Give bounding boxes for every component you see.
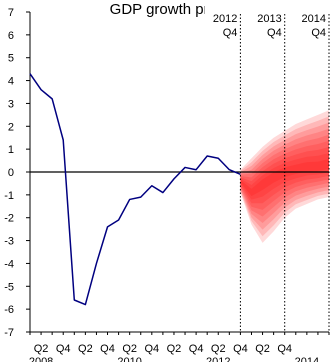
fan-band	[240, 110, 329, 243]
x-year-label: 2012	[206, 356, 230, 362]
x-tick-label: Q2	[122, 343, 137, 355]
x-tick-label: Q4	[144, 343, 159, 355]
x-year-label: 2008	[29, 356, 53, 362]
x-tick-label: Q4	[233, 343, 248, 355]
x-tick-label: Q2	[255, 343, 270, 355]
x-tick-label: Q2	[34, 343, 49, 355]
vertical-markers: 2012 Q4 2013 Q4 2014 Q4	[213, 13, 330, 332]
y-tick-label: 4	[8, 76, 14, 88]
y-tick-label: 6	[8, 30, 14, 42]
y-tick-label: -6	[4, 304, 14, 316]
y-tick-label: 0	[8, 167, 14, 179]
marker-label-year: 2012	[213, 13, 237, 25]
y-tick-label: -4	[4, 258, 14, 270]
x-tick-label: Q4	[189, 343, 204, 355]
x-tick-label: Q2	[211, 343, 226, 355]
y-tick-label: -2	[4, 213, 14, 225]
x-tick-label: Q4	[100, 343, 115, 355]
y-tick-label: -1	[4, 190, 14, 202]
x-tick-label: Q4	[56, 343, 71, 355]
series-line	[29, 73, 241, 306]
x-year-label: 2014	[295, 356, 319, 362]
y-tick-label: 3	[8, 98, 14, 110]
marker-label-quarter: Q4	[267, 27, 282, 39]
x-year-label: 2010	[117, 356, 141, 362]
marker-label-quarter: Q4	[223, 27, 238, 39]
fan-band	[240, 159, 329, 197]
y-tick-label: -3	[4, 236, 14, 248]
y-tick-label: 7	[8, 7, 14, 19]
title-mask	[205, 0, 335, 20]
marker-label-year: 2014	[302, 13, 326, 25]
x-tick-label: Q2	[78, 343, 93, 355]
marker-label-year: 2013	[257, 13, 281, 25]
x-tick-label: Q2	[167, 343, 182, 355]
y-tick-label: -5	[4, 281, 14, 293]
y-tick-label: 2	[8, 121, 14, 133]
y-tick-label: 1	[8, 144, 14, 156]
marker-label-quarter: Q4	[311, 27, 326, 39]
y-tick-label: 5	[8, 53, 14, 65]
y-ticks: -7 -6 -5 -4 -3 -2 -1 0 1 2 3 4 5 6 7	[4, 7, 30, 339]
x-tick-label: Q4	[277, 343, 292, 355]
y-tick-label: -7	[4, 327, 14, 339]
